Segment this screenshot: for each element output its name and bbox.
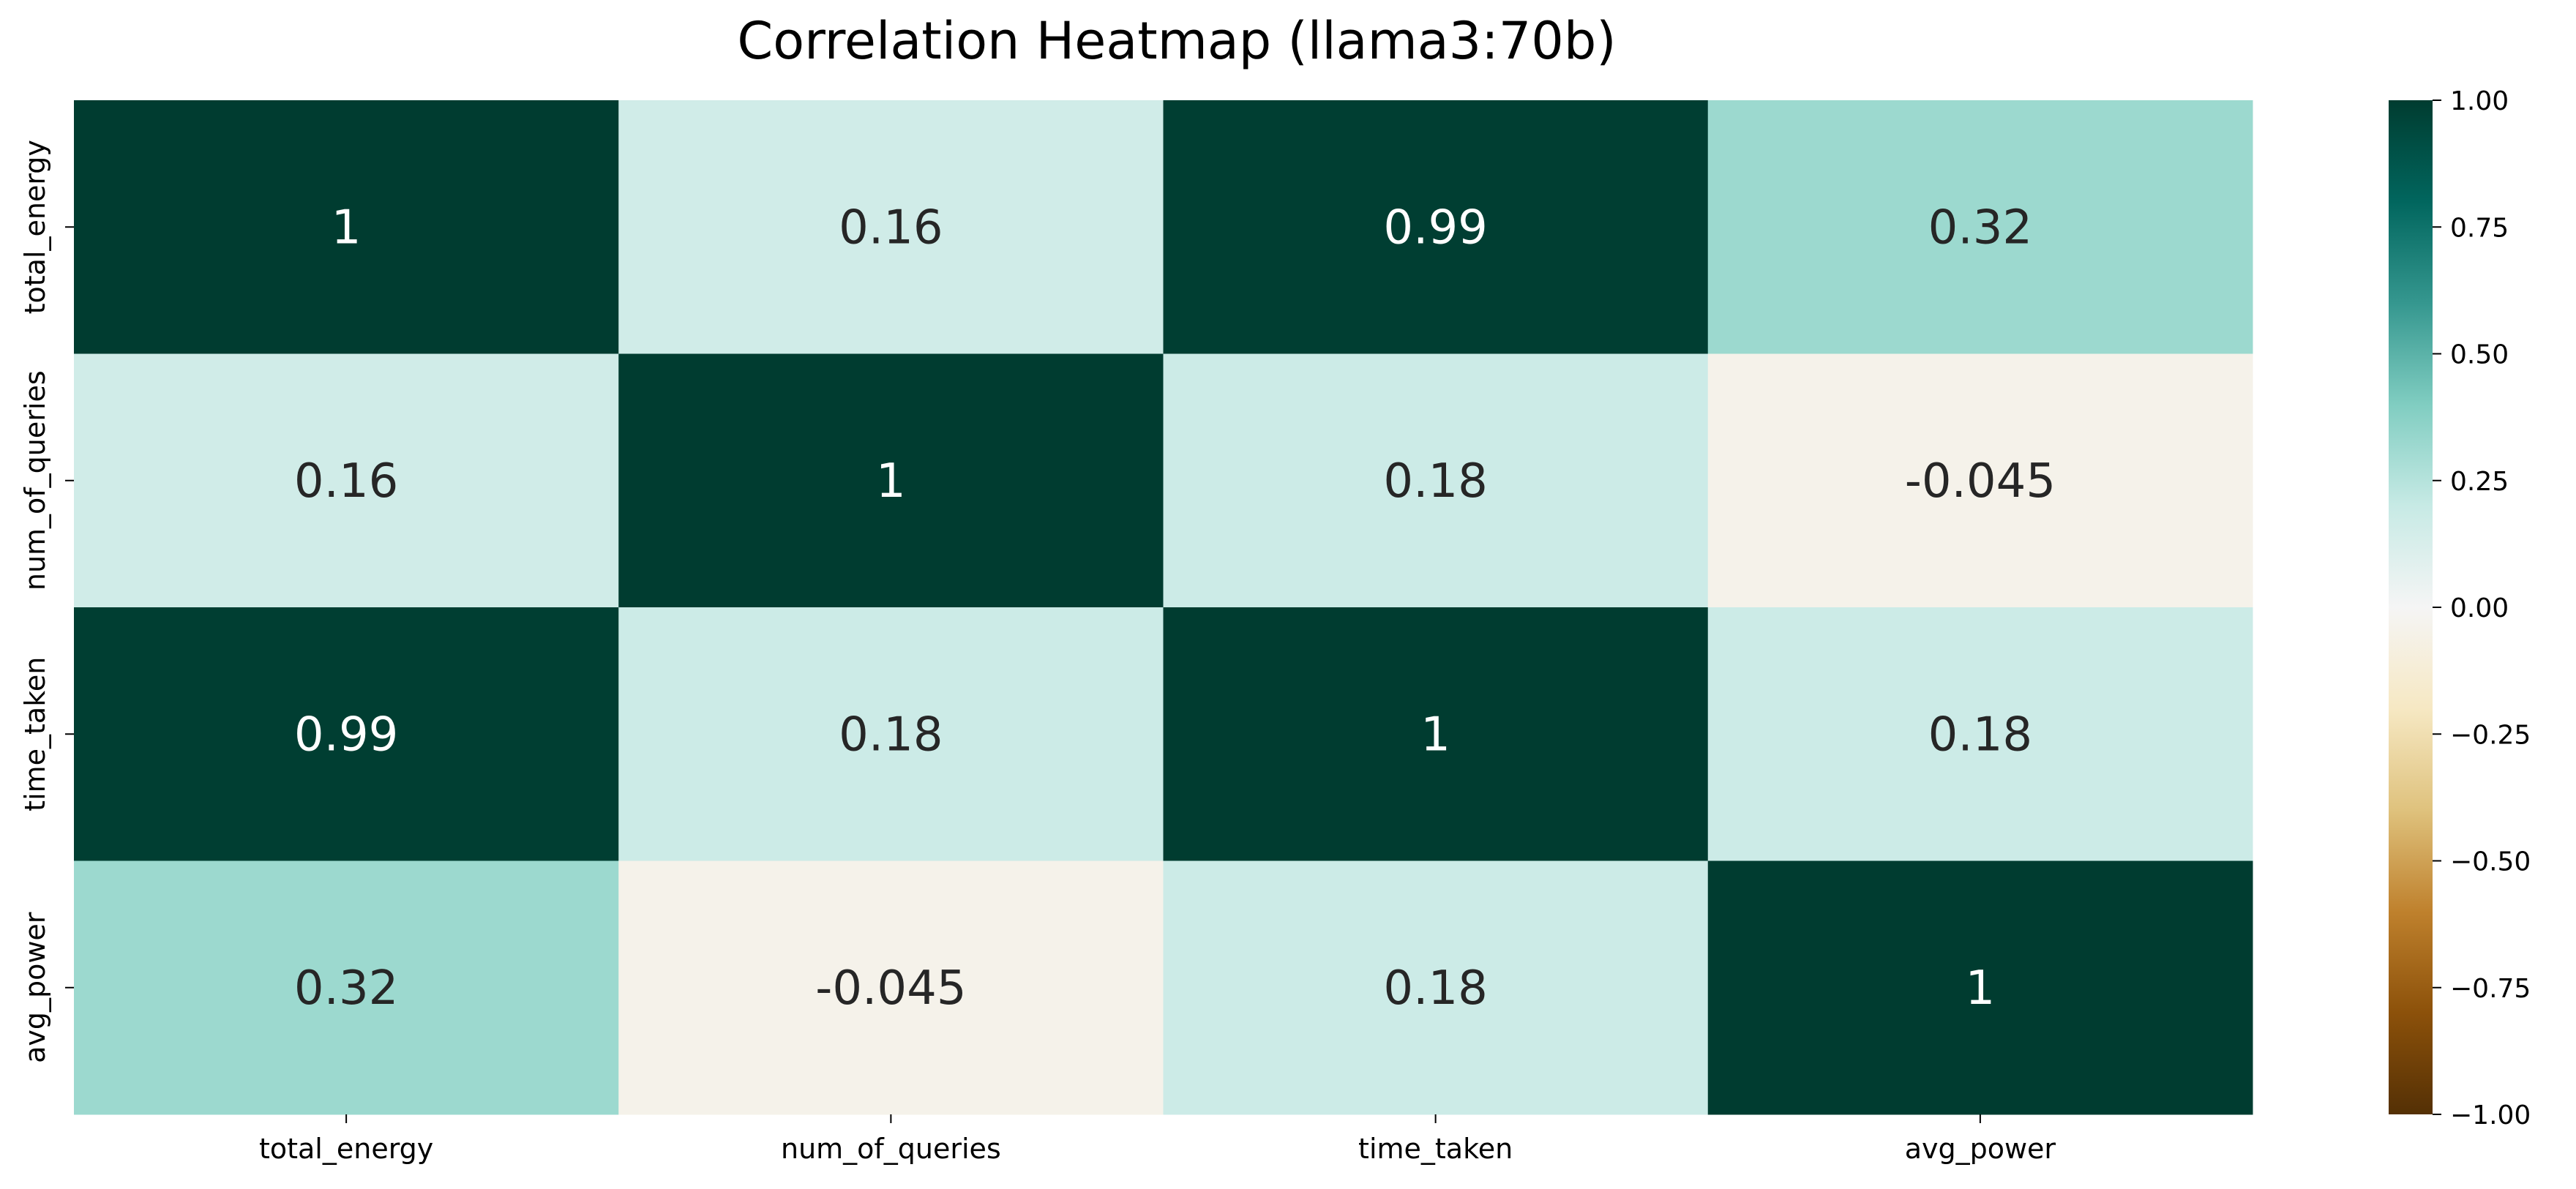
y-tick-label: num_of_queries <box>19 370 51 590</box>
heatmap-cell <box>618 860 1164 1115</box>
cell-annotation: -0.045 <box>815 961 966 1016</box>
colorbar-tick-label: 0.75 <box>2450 213 2509 243</box>
heatmap-cell <box>1707 860 2253 1115</box>
y-axis: total_energy num_of_queries time_taken avg_… <box>19 140 74 1063</box>
colorbar-tick-label: 0.00 <box>2450 593 2509 623</box>
y-tick-label: time_taken <box>19 657 51 811</box>
y-tick-label: avg_power <box>19 912 51 1063</box>
heatmap-cell <box>618 100 1164 354</box>
heatmap-cell <box>1163 100 1709 354</box>
x-axis: total_energy num_of_queries time_taken avg_… <box>259 1114 2056 1165</box>
colorbar-tick-label: −0.50 <box>2450 847 2531 877</box>
cell-annotation: 0.18 <box>839 708 943 762</box>
cell-annotation: 0.18 <box>1383 454 1488 509</box>
cell-annotation: 0.32 <box>1928 200 2033 255</box>
cell-annotation: 0.18 <box>1928 708 2033 762</box>
heatmap-cells <box>74 100 2253 1115</box>
colorbar-tick-label: −0.75 <box>2450 974 2531 1004</box>
heatmap-cell <box>618 607 1164 861</box>
cell-annotation: 0.32 <box>294 961 399 1016</box>
heatmap-cell <box>1707 607 2253 861</box>
heatmap-cell <box>74 100 619 354</box>
colorbar-gradient <box>2389 100 2433 1114</box>
colorbar-tick-label: −0.25 <box>2450 720 2531 750</box>
heatmap-cell <box>74 860 619 1115</box>
y-tick-label: total_energy <box>19 140 51 314</box>
heatmap-cell <box>1707 100 2253 354</box>
x-tick-label: time_taken <box>1358 1133 1513 1165</box>
cell-annotation: 0.99 <box>1383 200 1488 255</box>
heatmap-annotations: 1 0.16 0.99 0.32 0.16 1 0.18 -0.045 0.99 0.18 1 0.1… <box>294 200 2056 1016</box>
heatmap-cell <box>1163 860 1709 1115</box>
x-tick-label: total_energy <box>259 1133 433 1165</box>
x-tick-label: avg_power <box>1905 1133 2056 1165</box>
x-tick-label: num_of_queries <box>781 1133 1001 1165</box>
colorbar-tick-label: 1.00 <box>2450 86 2509 116</box>
cell-annotation: 0.16 <box>839 200 943 255</box>
cell-annotation: 0.99 <box>294 708 399 762</box>
heatmap-cell <box>1163 607 1709 861</box>
heatmap-cell <box>1163 353 1709 608</box>
cell-annotation: 0.16 <box>294 454 399 509</box>
cell-annotation: 1 <box>332 200 362 255</box>
colorbar-tick-label: 0.50 <box>2450 340 2509 370</box>
cell-annotation: 1 <box>1420 708 1450 762</box>
cell-annotation: 0.18 <box>1383 961 1488 1016</box>
colorbar-tick-label: 0.25 <box>2450 467 2509 497</box>
cell-annotation: 1 <box>1966 961 1996 1016</box>
cell-annotation: 1 <box>876 454 906 509</box>
colorbar-tick-label: −1.00 <box>2450 1100 2531 1130</box>
chart-title: Correlation Heatmap (llama3:70b) <box>737 11 1616 71</box>
cell-annotation: -0.045 <box>1905 454 2056 509</box>
colorbar: 1.00 0.75 0.50 0.25 0.00 −0.25 −0.50 −0.75 −1.00 <box>2389 86 2531 1130</box>
heatmap-cell <box>618 353 1164 608</box>
heatmap-cell <box>74 353 619 608</box>
heatmap-cell <box>1707 353 2253 608</box>
heatmap-cell <box>74 607 619 861</box>
